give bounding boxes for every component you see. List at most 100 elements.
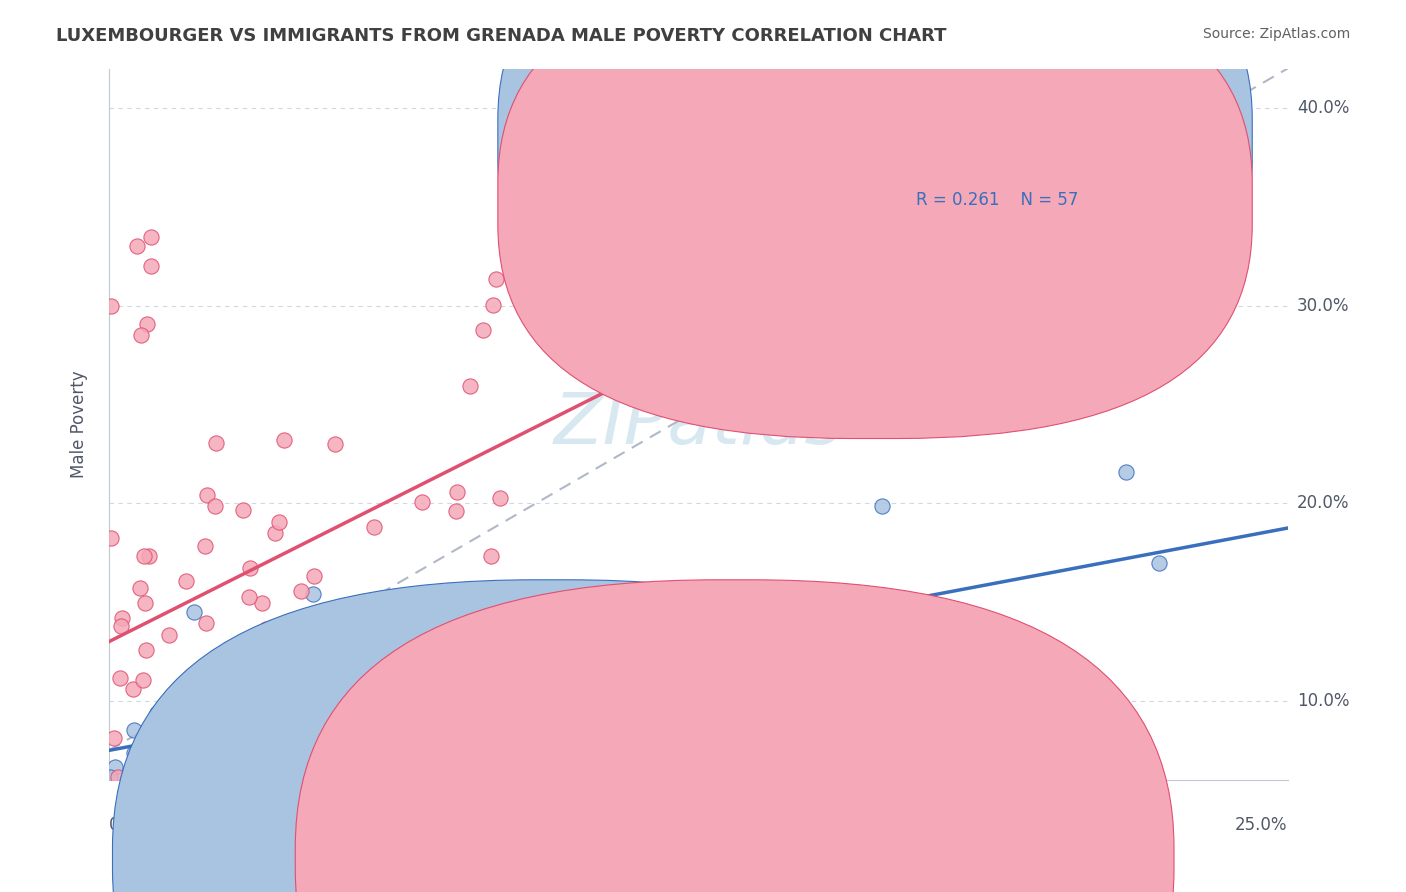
Point [482,298,505,312]
Point [107,770,129,784]
Text: 0.0%: 0.0% [108,815,150,834]
Point [307,615,329,630]
Point [194,616,217,631]
Point [309,728,332,742]
Point [1149,556,1171,570]
Point [290,662,312,676]
Point [263,646,285,660]
Point [872,500,894,514]
Point [145,706,167,721]
Text: 25.0%: 25.0% [1234,815,1288,834]
Point [100,299,122,313]
Point [242,681,264,695]
Point [273,658,295,673]
Point [129,812,152,826]
FancyBboxPatch shape [498,0,1253,375]
Point [254,623,277,637]
Point [135,643,157,657]
Point [1115,466,1137,480]
Point [942,624,965,638]
Point [243,786,266,800]
Point [357,700,380,714]
Text: R = 0.261    N = 57: R = 0.261 N = 57 [917,191,1078,209]
Point [180,682,202,697]
Point [481,549,503,563]
Point [176,574,198,589]
Point [157,628,180,642]
Point [239,756,262,771]
Point [103,731,125,745]
Point [290,583,312,598]
Text: 20.0%: 20.0% [1296,494,1350,512]
Point [205,435,228,450]
Point [238,590,260,604]
Point [239,561,262,575]
Point [267,717,290,731]
Point [316,670,339,684]
Point [302,586,325,600]
Point [128,581,150,595]
Point [423,733,446,747]
Point [1056,668,1078,682]
Point [277,756,299,770]
Text: ZIPatlas: ZIPatlas [554,390,842,458]
Point [162,742,184,756]
Point [245,693,267,707]
Point [411,495,433,509]
Point [332,668,354,682]
Point [273,433,295,447]
Point [367,678,389,692]
Point [124,723,146,737]
Text: 30.0%: 30.0% [1296,297,1350,315]
Point [304,569,326,583]
Text: Source: ZipAtlas.com: Source: ZipAtlas.com [1202,27,1350,41]
Point [696,633,718,648]
Text: LUXEMBOURGER VS IMMIGRANTS FROM GRENADA MALE POVERTY CORRELATION CHART: LUXEMBOURGER VS IMMIGRANTS FROM GRENADA … [56,27,946,45]
Point [299,723,322,738]
Point [485,272,508,286]
Point [204,667,226,681]
Point [204,499,226,513]
Point [131,328,153,343]
Point [125,239,148,253]
Point [325,684,347,698]
Point [195,488,218,502]
Point [207,732,229,747]
Point [281,726,304,740]
Point [138,761,160,775]
Point [312,687,335,701]
Point [134,549,156,563]
Point [115,773,138,788]
Point [136,317,159,331]
Point [458,378,481,392]
Point [132,673,155,688]
Point [122,746,145,760]
Point [267,516,290,530]
Text: R = 0.298    N = 46: R = 0.298 N = 46 [917,128,1078,145]
FancyBboxPatch shape [828,133,1205,246]
FancyBboxPatch shape [498,0,1253,439]
Point [446,484,468,499]
Point [111,610,134,624]
Text: 10.0%: 10.0% [1296,692,1350,710]
Point [110,618,132,632]
Point [250,596,273,610]
Point [363,520,385,534]
Text: Immigrants from Grenada: Immigrants from Grenada [759,852,957,866]
Point [141,259,163,273]
Point [235,663,257,677]
Point [252,726,274,740]
Point [232,503,254,517]
Point [489,491,512,505]
Point [558,748,581,763]
Point [271,700,294,714]
Point [153,749,176,764]
Point [222,723,245,738]
Point [122,681,145,696]
Point [221,747,243,761]
Point [179,670,201,684]
Point [264,525,287,540]
Point [219,640,242,655]
Point [188,677,211,691]
Point [183,606,205,620]
